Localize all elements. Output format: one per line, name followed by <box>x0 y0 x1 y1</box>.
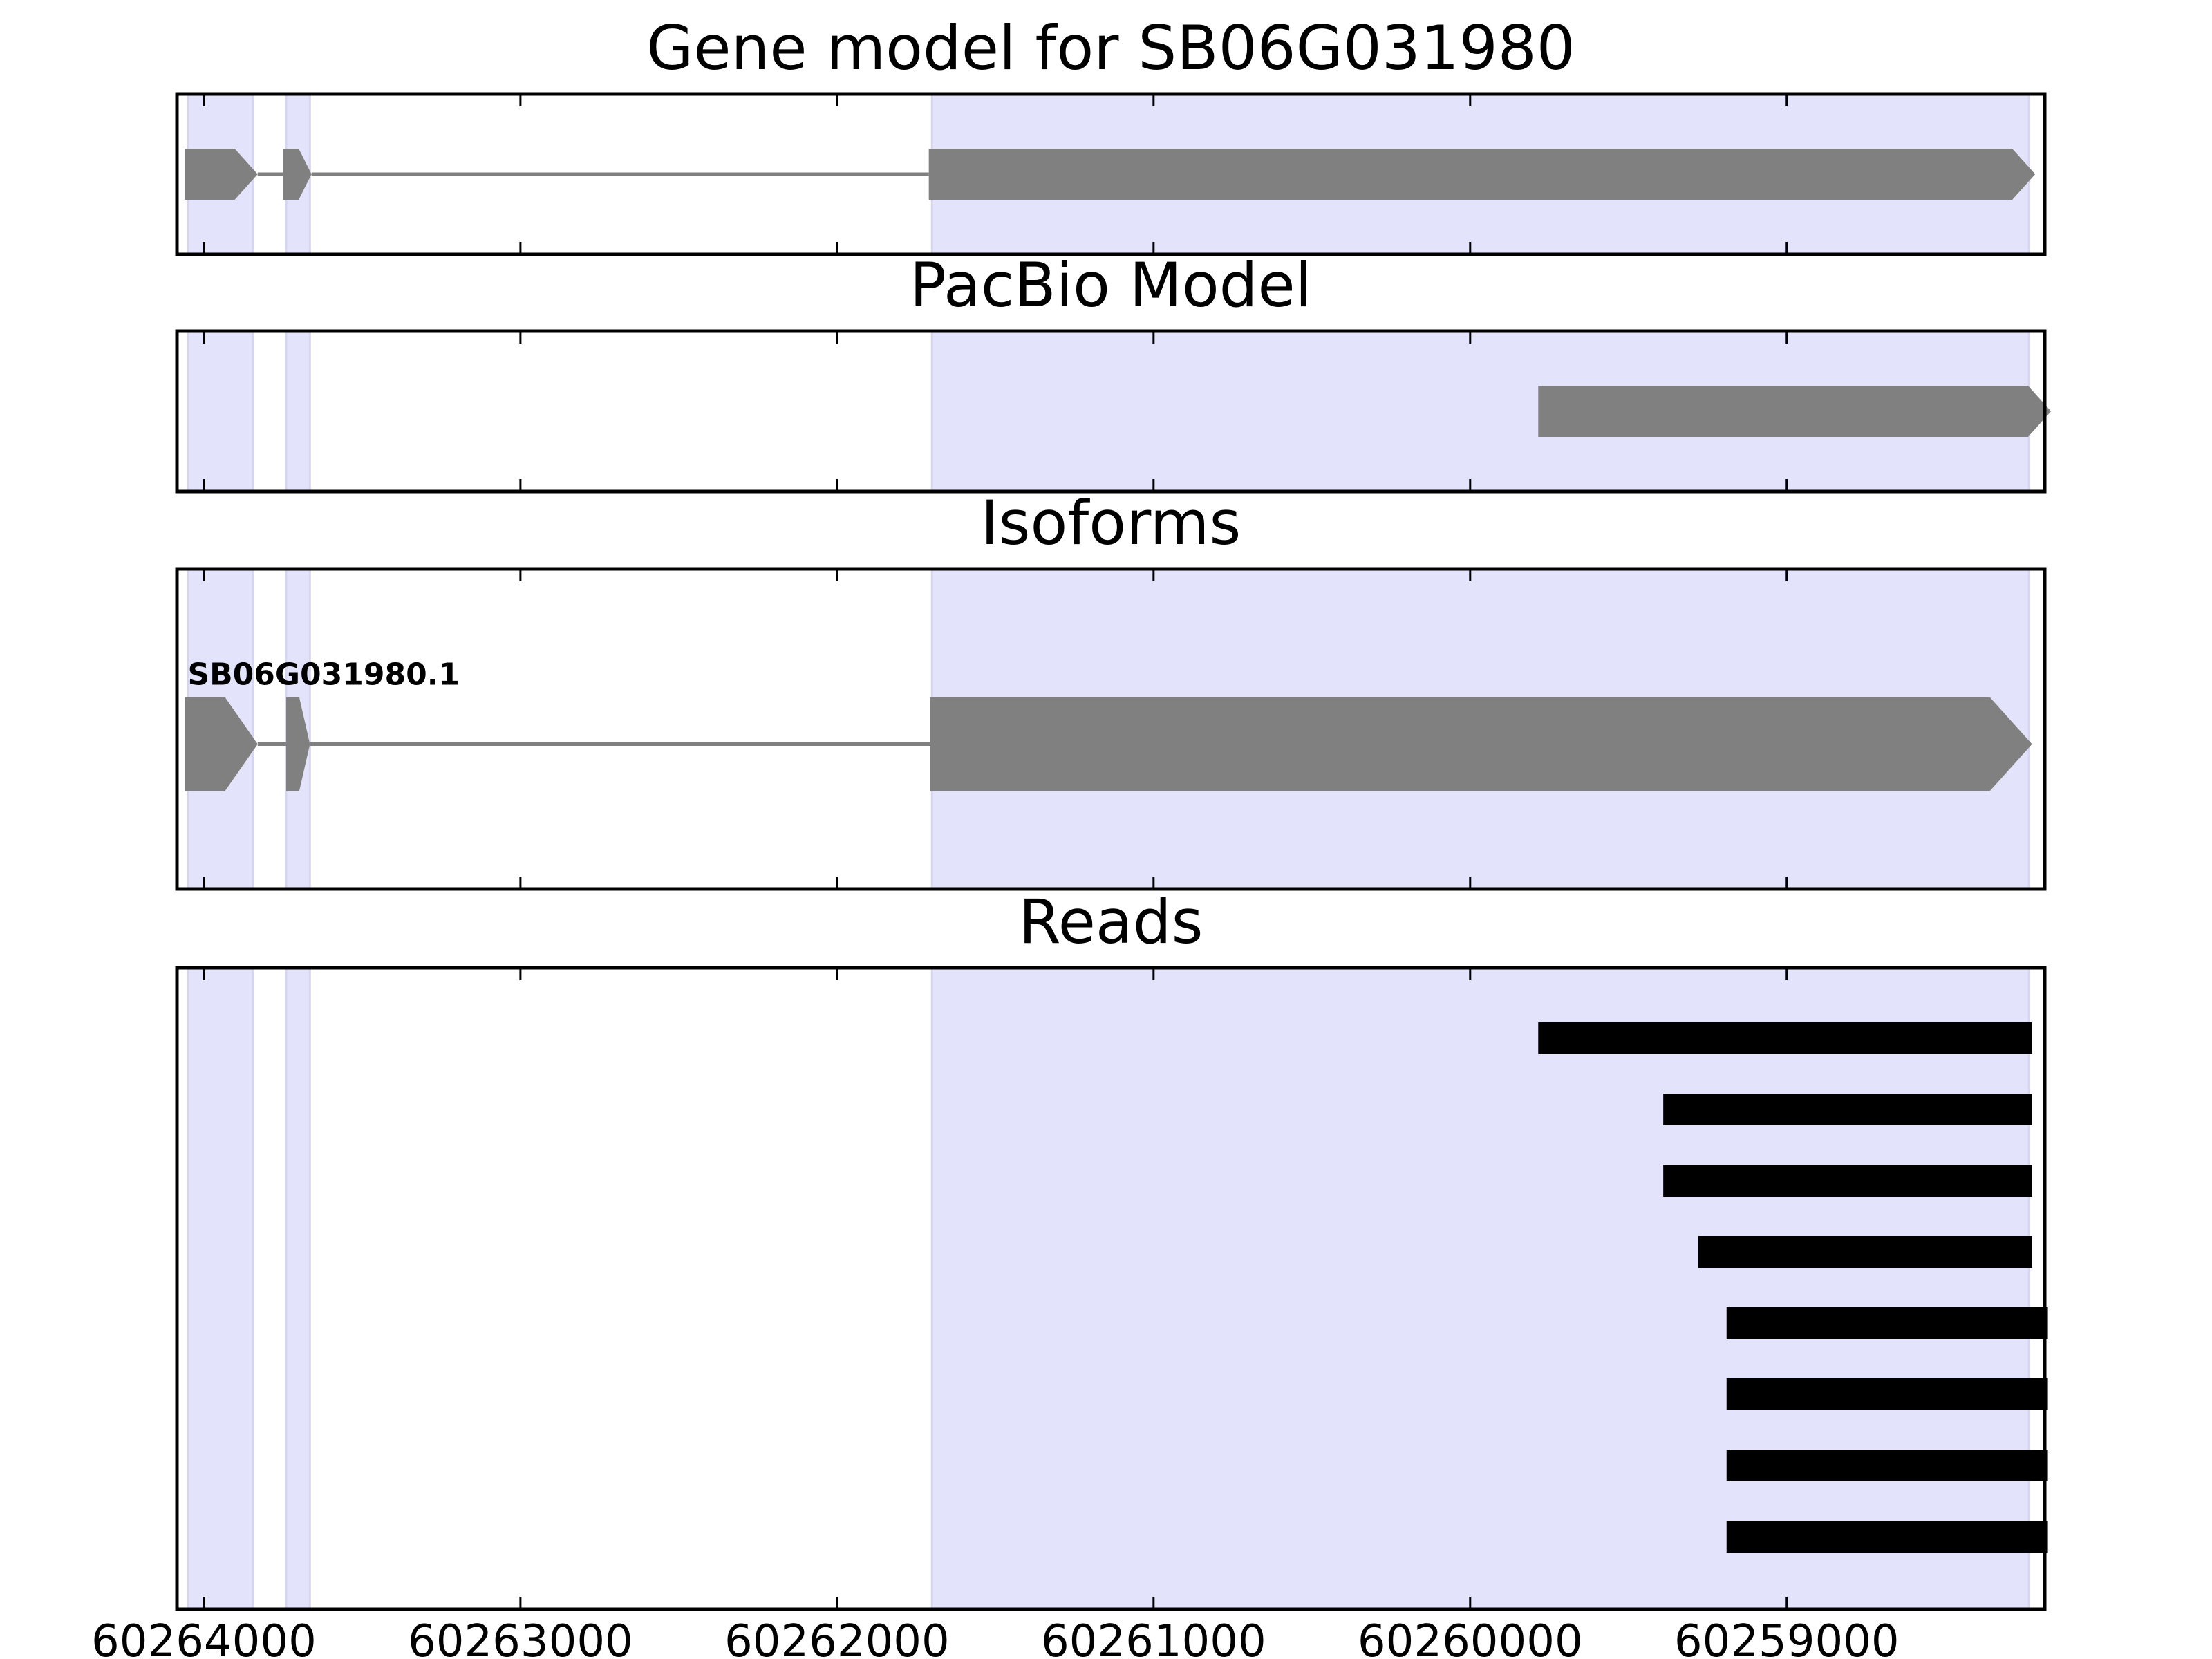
exon-block <box>185 697 258 791</box>
exon-block <box>930 697 2032 791</box>
panel-frame <box>175 966 2047 1611</box>
read-bar <box>1726 1521 2048 1553</box>
exon-block <box>1538 386 2052 437</box>
read-bar <box>1663 1165 2032 1197</box>
x-axis: 60264000 60263000 60262000 60261000 60260000… <box>91 1616 1900 1659</box>
x-tick-label: 60263000 <box>408 1616 633 1659</box>
exon-block <box>928 149 2036 200</box>
exon-highlight-band <box>187 966 254 1611</box>
exon-highlight-band <box>285 966 311 1611</box>
track-panel-2: PacBio Model <box>175 250 2052 494</box>
x-tick-label: 60262000 <box>724 1616 950 1659</box>
exon-highlight-band <box>285 330 311 493</box>
exon-block <box>185 149 258 200</box>
panel-frame <box>175 567 2047 891</box>
track-panel-3: Isoforms SB06G031980.1 <box>175 487 2047 891</box>
read-bar <box>1726 1307 2048 1339</box>
x-tick-label: 60259000 <box>1674 1616 1900 1659</box>
read-bar <box>1538 1022 2032 1054</box>
panel-title: PacBio Model <box>910 250 1312 321</box>
panel-title: Gene model for SB06G031980 <box>646 12 1575 84</box>
exon-block <box>285 697 310 791</box>
exon-highlight-band <box>187 330 254 493</box>
exon-block <box>283 149 312 200</box>
panel-title: Isoforms <box>981 487 1241 559</box>
panel-frame <box>175 92 2047 256</box>
panel-title: Reads <box>1019 886 1203 957</box>
track-panel-4: Reads <box>175 886 2048 1611</box>
read-bar <box>1663 1094 2032 1125</box>
read-bar <box>1726 1450 2048 1481</box>
read-bar <box>1726 1378 2048 1410</box>
exon-highlight-band <box>930 966 2030 1611</box>
panel-frame <box>175 329 2047 494</box>
isoform-label: SB06G031980.1 <box>187 657 460 693</box>
x-tick-label: 60264000 <box>91 1616 317 1659</box>
read-bar <box>1698 1236 2032 1268</box>
x-tick-label: 60261000 <box>1041 1616 1266 1659</box>
track-panel-1: Gene model for SB06G031980 <box>175 12 2047 256</box>
x-tick-label: 60260000 <box>1358 1616 1583 1659</box>
